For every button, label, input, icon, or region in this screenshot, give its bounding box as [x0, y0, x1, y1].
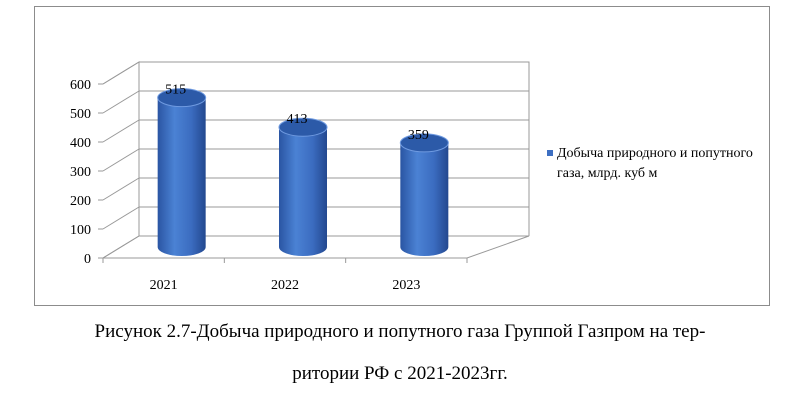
- bar-top: [157, 88, 207, 108]
- bar-body: [279, 127, 327, 256]
- gridline-side: [102, 148, 140, 172]
- figure-caption-line-2: ритории РФ с 2021-2023гг.: [292, 363, 508, 384]
- gridline-side: [102, 119, 140, 143]
- y-tick-label: 100: [70, 223, 91, 238]
- y-tick-label: 500: [70, 107, 91, 122]
- bar-body: [157, 97, 206, 257]
- bar: [399, 133, 449, 256]
- y-tick-label: 0: [84, 252, 91, 267]
- legend-marker: [547, 150, 553, 156]
- y-tick-label: 600: [70, 78, 91, 93]
- bar: [157, 88, 207, 257]
- chart-frame: 0 100 200 300 400 500 600 2021 2022 2023 515 413 359…: [34, 6, 770, 306]
- bar: [278, 117, 328, 256]
- data-label: 515: [165, 83, 186, 98]
- bar-top: [399, 133, 449, 153]
- gridline-side: [102, 61, 140, 85]
- x-tick-label: 2021: [150, 278, 178, 293]
- y-tick-label: 200: [70, 194, 91, 209]
- chart-plot: 0 100 200 300 400 500 600 2021 2022 2023 515 413 359: [70, 61, 530, 293]
- x-tick-label: 2023: [392, 278, 420, 293]
- bar-body: [400, 142, 449, 256]
- gridline-side: [102, 90, 140, 114]
- y-tick-label: 400: [70, 136, 91, 151]
- y-tick-label: 300: [70, 165, 91, 180]
- gridline-side: [102, 177, 140, 201]
- legend-label: Добыча природного и попутного газа, млрд…: [557, 146, 753, 181]
- data-label: 413: [287, 112, 308, 127]
- figure-caption-line-1: Рисунок 2.7-Добыча природного и попутног…: [94, 321, 706, 342]
- data-label: 359: [408, 128, 429, 143]
- legend: Добыча природного и попутного газа, млрд…: [547, 144, 762, 184]
- gridline-side: [102, 206, 140, 230]
- x-tick-label: 2022: [271, 278, 299, 293]
- bar-top: [278, 117, 328, 137]
